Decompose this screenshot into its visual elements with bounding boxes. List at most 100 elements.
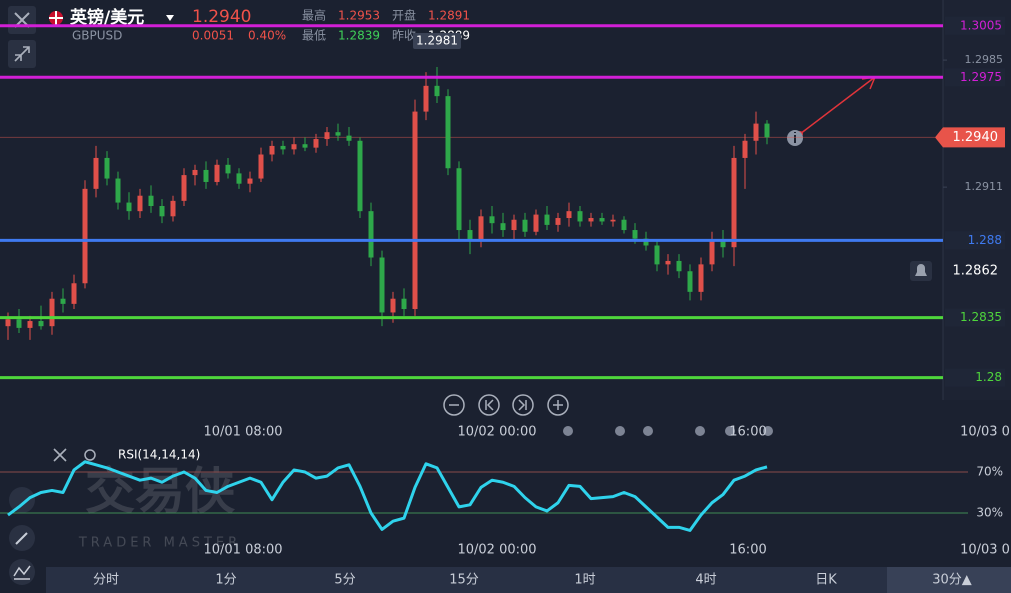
zoom-out[interactable] (443, 394, 465, 416)
tab-bar (46, 567, 1011, 593)
event-dot[interactable] (643, 426, 653, 436)
timeframe-tab[interactable]: 1分 (215, 573, 236, 588)
candle-body (654, 245, 660, 265)
candle-body (38, 321, 44, 327)
close-button[interactable] (8, 6, 36, 34)
rsi-x-tick-label: 10/03 0 (960, 543, 1010, 558)
candle-body (170, 200, 176, 217)
low-label: 最低 (302, 29, 326, 43)
event-dot[interactable] (563, 426, 573, 436)
y-tick-label: 1.2911 (965, 180, 1004, 193)
candle-body (445, 96, 451, 169)
zoom-controls (443, 394, 569, 416)
rsi-tick-label: 70% (976, 465, 1003, 479)
dropdown-arrow[interactable] (166, 15, 174, 21)
candle-body (610, 219, 616, 222)
candle-body (126, 202, 132, 212)
rsi-x-tick-label: 10/02 00:00 (457, 543, 536, 558)
candle-body (60, 298, 66, 304)
candle-body (742, 140, 748, 158)
candle-body (148, 195, 154, 207)
indicator-icon (13, 565, 31, 580)
candle-body (390, 298, 396, 313)
candle-body (82, 188, 88, 284)
candle-body (291, 144, 297, 150)
high-marker-label: 1.2981 (416, 33, 458, 47)
rsi-close[interactable] (53, 448, 67, 462)
level-label: 1.28 (975, 370, 1002, 384)
timeframe-tab[interactable]: 5分 (334, 573, 355, 588)
candle-body (181, 175, 187, 201)
candle-body (489, 216, 495, 224)
candle-body (599, 218, 605, 222)
candle-body (698, 264, 704, 292)
rsi-line (7, 460, 768, 532)
candle-body (104, 157, 110, 179)
flag-cross (49, 11, 63, 25)
candle-body (269, 145, 275, 155)
candle-body (137, 195, 143, 212)
candle-body (423, 85, 429, 112)
event-dot[interactable] (725, 426, 735, 436)
candle-body (511, 219, 517, 231)
candle-body (764, 123, 770, 138)
candle-body (236, 173, 242, 184)
event-dot[interactable] (695, 426, 705, 436)
candle-body (324, 132, 330, 140)
candle-body (753, 123, 759, 141)
shrink-button[interactable] (8, 40, 36, 68)
jump-end-icon (518, 399, 527, 411)
candle-body (302, 144, 308, 148)
jump-start[interactable] (478, 394, 500, 416)
level-label-bg (945, 231, 1005, 250)
rsi-settings[interactable] (84, 449, 96, 461)
event-dot[interactable] (615, 426, 625, 436)
candle-body (687, 271, 693, 292)
rsi-title: RSI(14,14,14) (118, 448, 200, 462)
timeframe-tab[interactable]: 15分 (449, 573, 479, 588)
candle-body (71, 283, 77, 304)
last-price: 1.2940 (192, 7, 251, 27)
level-label-bg (945, 16, 1005, 35)
candle-body (16, 319, 22, 328)
jump-end[interactable] (512, 394, 534, 416)
pen-icon (15, 532, 28, 545)
candle-body (214, 164, 220, 182)
high-marker-bg (413, 32, 461, 49)
current-price-label: 1.2940 (953, 130, 999, 145)
candle-body (467, 230, 473, 241)
level-label: 1.2835 (960, 310, 1002, 324)
candle-body (335, 132, 341, 136)
event-dot[interactable] (763, 426, 773, 436)
timeframe-tab[interactable]: 4时 (695, 573, 716, 588)
candle-body (709, 240, 715, 265)
candle-body (93, 157, 99, 189)
timeframe-tab[interactable]: 日K (815, 573, 837, 588)
level-label-bg (945, 308, 1005, 327)
level-label: 1.3005 (960, 18, 1002, 32)
bell-icon (915, 264, 927, 276)
candle-body (5, 319, 11, 327)
candle-body (49, 298, 55, 327)
candle-body (159, 206, 165, 217)
y-tick-label: 1.2985 (965, 53, 1004, 66)
candle-body (115, 178, 121, 203)
candle-body (412, 111, 418, 310)
candle-body (533, 214, 539, 232)
timeframe-tab[interactable]: 分时 (93, 573, 119, 588)
candle-body (544, 214, 550, 225)
tool-button[interactable] (9, 487, 35, 513)
candle-body (247, 178, 253, 184)
symbol-name[interactable]: 英镑/美元 (70, 7, 144, 28)
rsi-x-tick-label: 16:00 (729, 543, 766, 558)
high-value: 1.2953 (338, 9, 380, 23)
timeframe-tab[interactable]: 30分▲ (932, 573, 972, 588)
prev-label: 昨收 (392, 29, 416, 43)
candle-body (346, 135, 352, 141)
zoom-in[interactable] (547, 394, 569, 416)
timeframe-tab[interactable]: 1时 (574, 573, 595, 588)
candle-body (632, 230, 638, 239)
watermark-subtitle: TRADER MASTER (78, 536, 241, 551)
